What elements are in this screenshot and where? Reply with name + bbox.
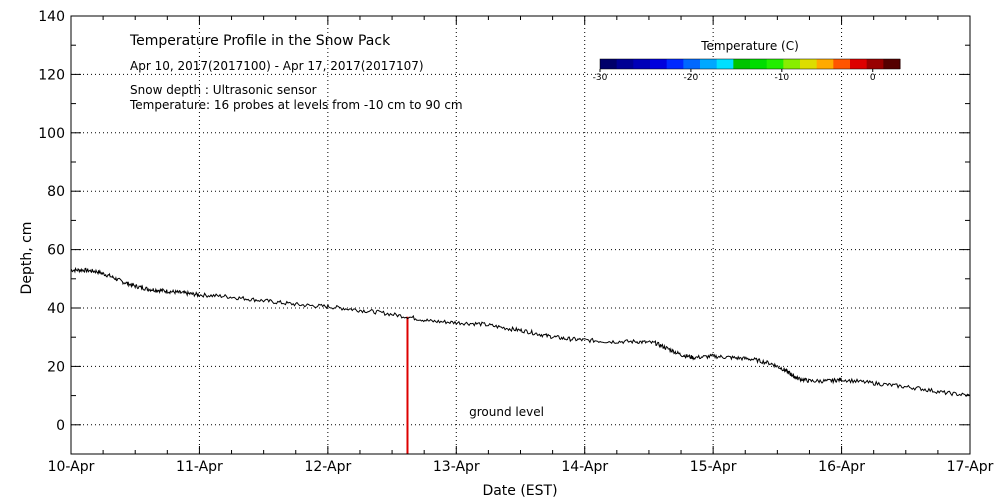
y-tick-label: 60: [47, 243, 65, 259]
colorbar: -30 -20 -10 0: [593, 58, 901, 83]
colorbar-segment: [716, 59, 734, 69]
colorbar-title: Temperature (C): [700, 39, 799, 53]
colorbar-segment: [883, 59, 901, 69]
chart-title: Temperature Profile in the Snow Pack: [129, 33, 391, 49]
y-tick-label: 80: [47, 184, 65, 200]
colorbar-segment: [683, 59, 701, 69]
colorbar-segment: [750, 59, 768, 69]
colorbar-segment: [866, 59, 884, 69]
ground-level-label: ground level: [469, 405, 544, 419]
y-tick-label: 140: [38, 9, 65, 25]
colorbar-segment: [833, 59, 851, 69]
colorbar-tick-label: -30: [593, 73, 608, 83]
x-tick-label: 10-Apr: [48, 459, 95, 475]
colorbar-segment: [850, 59, 868, 69]
x-tick-label: 14-Apr: [561, 459, 608, 475]
y-tick-label: 0: [56, 418, 65, 434]
x-tick-label: 13-Apr: [433, 459, 480, 475]
x-tick-label: 16-Apr: [818, 459, 865, 475]
colorbar-segment: [766, 59, 784, 69]
colorbar-frame: [599, 58, 901, 70]
colorbar-segment: [633, 59, 651, 69]
data-layer: [70, 266, 971, 454]
colorbar-tick-label: -10: [774, 73, 789, 83]
y-tick-label: 20: [47, 359, 65, 375]
x-tick-label: 11-Apr: [176, 459, 223, 475]
x-tick-label: 17-Apr: [947, 459, 994, 475]
note-snow-depth: Snow depth : Ultrasonic sensor: [130, 83, 317, 97]
colorbar-segment: [650, 59, 668, 69]
colorbar-segment: [816, 59, 834, 69]
colorbar-segment: [616, 59, 634, 69]
chart-subtitle: Apr 10, 2017(2017100) - Apr 17, 2017(201…: [130, 59, 424, 73]
axis-ticks: [70, 15, 971, 455]
colorbar-tick-label: 0: [870, 73, 876, 83]
colorbar-segment: [600, 59, 618, 69]
colorbar-tick-label: -20: [684, 73, 699, 83]
x-tick-label: 15-Apr: [690, 459, 737, 475]
tick-labels: 10-Apr 11-Apr 12-Apr 13-Apr 14-Apr 15-Apr 16-A…: [38, 9, 993, 475]
annotations: ground level: [469, 405, 544, 419]
colorbar-segment: [666, 59, 684, 69]
x-axis-title: Date (EST): [482, 483, 557, 499]
colorbar-segment: [733, 59, 751, 69]
y-axis-title: Depth, cm: [19, 222, 35, 295]
colorbar-segment: [700, 59, 718, 69]
note-temperature: Temperature: 16 probes at levels from -1…: [129, 98, 463, 112]
x-tick-label: 12-Apr: [304, 459, 351, 475]
snow-depth-line: [70, 266, 971, 398]
y-tick-label: 120: [38, 67, 65, 83]
colorbar-segment: [800, 59, 818, 69]
y-tick-label: 40: [47, 301, 65, 317]
y-tick-label: 100: [38, 126, 65, 142]
colorbar-segment: [783, 59, 801, 69]
